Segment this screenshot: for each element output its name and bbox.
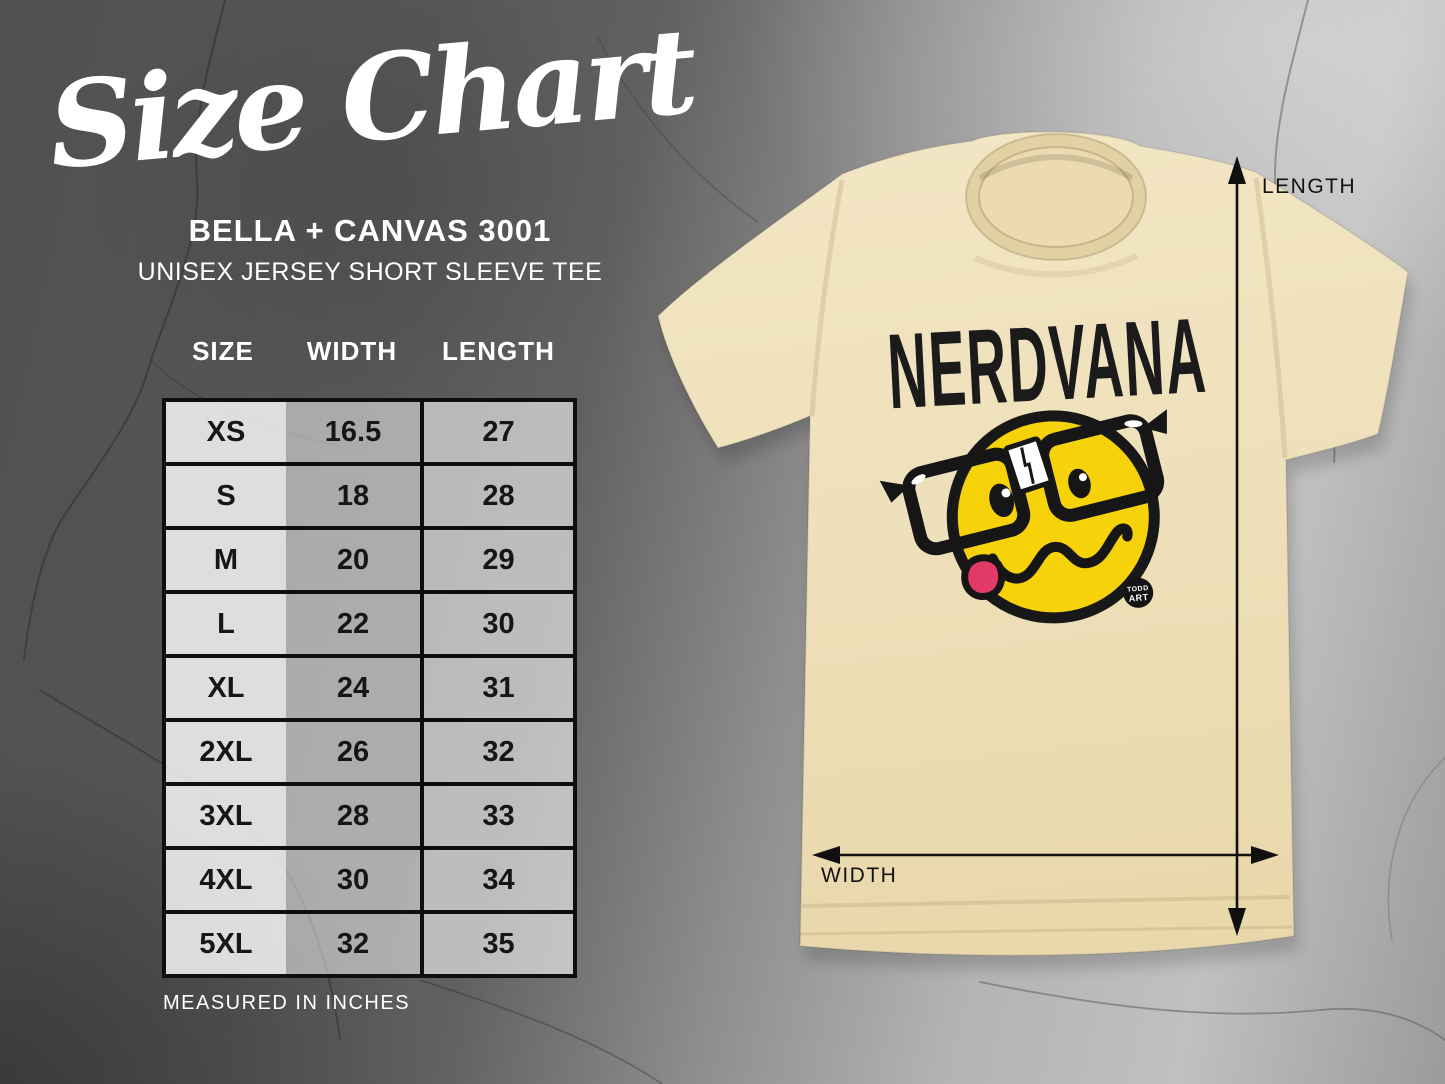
width-cell: 18 (286, 466, 420, 526)
size-cell: XL (166, 658, 286, 718)
size-cell: L (166, 594, 286, 654)
column-header-size: SIZE (192, 336, 254, 366)
width-cell: 30 (286, 850, 420, 910)
table-row: M 20 29 (166, 526, 573, 590)
todd-art-line2: ART (1128, 592, 1149, 604)
size-cell: 2XL (166, 722, 286, 782)
table-row: 4XL 30 34 (166, 846, 573, 910)
width-cell: 22 (286, 594, 420, 654)
size-cell: 4XL (166, 850, 286, 910)
todd-art-badge: TODD ART (1123, 577, 1154, 608)
length-cell: 31 (420, 658, 573, 718)
collar (965, 133, 1147, 261)
design-title-text: NERDVANA (885, 295, 1210, 431)
table-row: L 22 30 (166, 590, 573, 654)
smiley-eyes (989, 468, 1091, 518)
width-label: WIDTH (821, 864, 897, 887)
width-cell: 16.5 (286, 402, 420, 462)
table-row: 2XL 26 32 (166, 718, 573, 782)
smiley-face-icon: TODD ART (879, 409, 1167, 624)
header-subtitles: BELLA + CANVAS 3001 UNISEX JERSEY SHORT … (45, 213, 695, 287)
length-cell: 29 (420, 530, 573, 590)
table-row: 5XL 32 35 (166, 910, 573, 974)
length-arrow (1228, 156, 1246, 936)
length-cell: 30 (420, 594, 573, 654)
squiggle-mouth (987, 523, 1133, 584)
tshirt: NERDVANA (657, 131, 1413, 970)
shirt-design: NERDVANA (879, 295, 1210, 624)
length-cell: 32 (420, 722, 573, 782)
length-cell: 34 (420, 850, 573, 910)
size-table: XS 16.5 27 S 18 28 M 20 29 L 22 30 XL 24… (162, 398, 577, 978)
length-label: LENGTH (1262, 175, 1356, 198)
measurement-footnote: MEASURED IN INCHES (163, 992, 411, 1014)
width-cell: 24 (286, 658, 420, 718)
size-cell: 5XL (166, 914, 286, 974)
size-cell: 3XL (166, 786, 286, 846)
todd-art-line1: TODD (1127, 585, 1149, 594)
brand-subtitle: BELLA + CANVAS 3001 (188, 213, 552, 248)
width-cell: 26 (286, 722, 420, 782)
table-row: XL 24 31 (166, 654, 573, 718)
table-row: 3XL 28 33 (166, 782, 573, 846)
length-cell: 27 (420, 402, 573, 462)
width-arrow (812, 846, 1279, 864)
size-cell: S (166, 466, 286, 526)
width-cell: 20 (286, 530, 420, 590)
width-cell: 28 (286, 786, 420, 846)
tongue (961, 554, 1006, 600)
length-cell: 35 (420, 914, 573, 974)
length-cell: 28 (420, 466, 573, 526)
table-row: S 18 28 (166, 462, 573, 526)
length-cell: 33 (420, 786, 573, 846)
column-header-length: LENGTH (442, 336, 555, 366)
size-cell: M (166, 530, 286, 590)
column-header-width: WIDTH (306, 336, 398, 366)
tee-type-subtitle: UNISEX JERSEY SHORT SLEEVE TEE (137, 258, 603, 286)
width-cell: 32 (286, 914, 420, 974)
glasses-tape (1003, 436, 1054, 495)
table-row: XS 16.5 27 (166, 402, 573, 462)
fabric-creases (799, 177, 1293, 936)
nerd-glasses-icon (879, 409, 1167, 556)
table-header: SIZE WIDTH LENGTH (162, 336, 577, 367)
size-cell: XS (166, 402, 286, 462)
